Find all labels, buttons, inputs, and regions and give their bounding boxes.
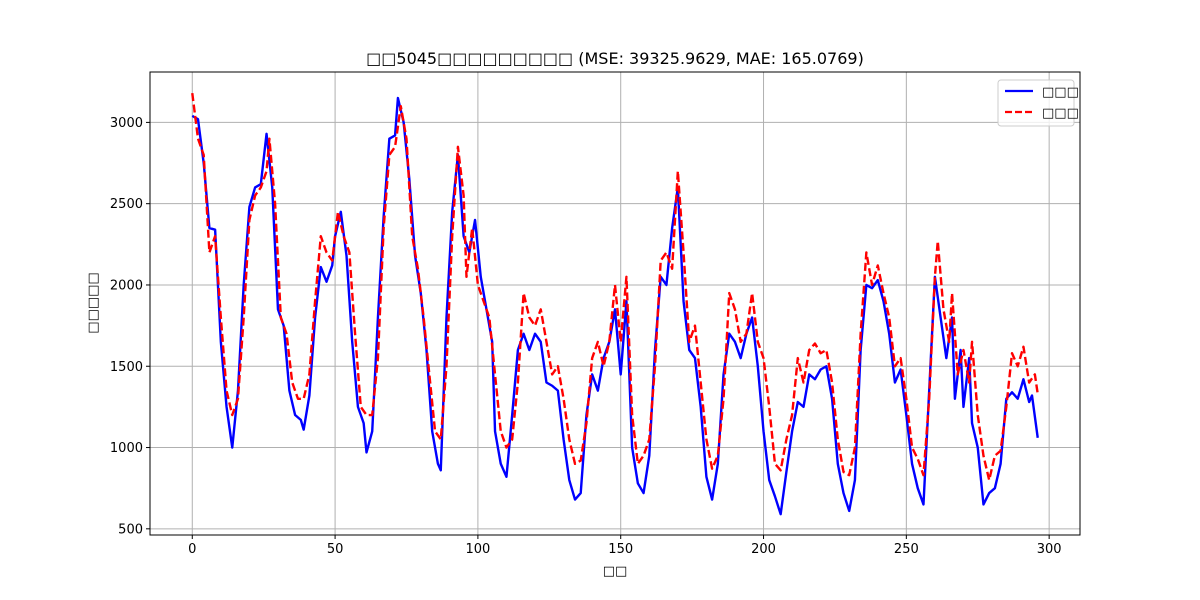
legend-label-actual: □□□ — [1042, 85, 1079, 100]
y-tick-label: 1500 — [110, 360, 143, 375]
y-tick-label: 2500 — [110, 197, 143, 212]
y-tick-label: 2000 — [110, 278, 143, 293]
x-tick-label: 200 — [751, 542, 776, 557]
x-tick-label: 250 — [894, 542, 919, 557]
axis-ticks: 0 50 100 150 200 250 300 500 1000 1500 2000 2500 300… — [110, 116, 1062, 557]
series-line-predicted — [191, 92, 1039, 482]
x-tick-label: 300 — [1037, 542, 1062, 557]
x-axis-label: □□ — [603, 564, 628, 579]
y-axis-label: □□□□□ — [86, 272, 101, 333]
x-tick-label: 50 — [327, 542, 344, 557]
legend-label-predicted: □□□ — [1042, 106, 1079, 121]
x-tick-label: 150 — [608, 542, 633, 557]
x-tick-label: 0 — [188, 542, 196, 557]
series-layer — [191, 92, 1039, 516]
legend: □□□ □□□ — [997, 79, 1079, 127]
plot-frame — [149, 71, 1081, 536]
grid-lines — [150, 72, 1080, 535]
y-tick-label: 500 — [118, 522, 143, 537]
x-tick-label: 100 — [465, 542, 490, 557]
chart-title: □□5045□□□□□□□□□ (MSE: 39325.9629, MAE: 1… — [366, 49, 864, 68]
y-tick-label: 1000 — [110, 441, 143, 456]
y-tick-label: 3000 — [110, 116, 143, 131]
